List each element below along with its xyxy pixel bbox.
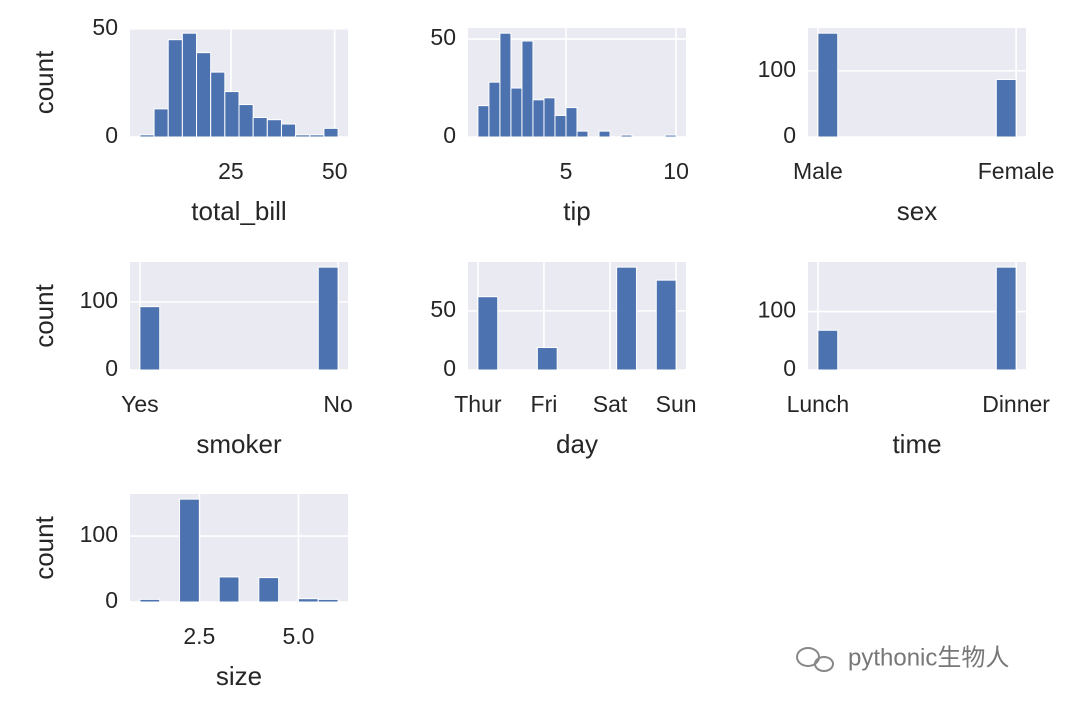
x-tick-label: Yes bbox=[121, 391, 159, 417]
bar bbox=[238, 104, 254, 138]
bar bbox=[317, 598, 339, 603]
bar bbox=[153, 108, 169, 138]
x-tick-label: Female bbox=[978, 158, 1055, 184]
bar bbox=[616, 266, 637, 371]
x-tick-label: Thur bbox=[454, 391, 502, 417]
x-tick-label: 2.5 bbox=[183, 623, 215, 649]
watermark-icon bbox=[796, 647, 834, 672]
bar bbox=[266, 119, 282, 138]
x-tick-label: 10 bbox=[663, 158, 689, 184]
bar bbox=[543, 97, 556, 138]
y-tick-label: 50 bbox=[430, 24, 456, 50]
x-tick-label: 5.0 bbox=[282, 623, 314, 649]
bar bbox=[995, 266, 1017, 371]
plot-area bbox=[808, 28, 1026, 137]
y-tick-label: 0 bbox=[783, 355, 796, 381]
bar bbox=[477, 105, 490, 138]
bar bbox=[510, 87, 523, 138]
bar bbox=[488, 81, 501, 138]
bar bbox=[295, 134, 311, 138]
x-axis-label: tip bbox=[563, 196, 590, 226]
x-tick-label: No bbox=[323, 391, 352, 417]
x-axis-label: total_bill bbox=[191, 196, 286, 226]
bar bbox=[477, 296, 499, 371]
y-tick-label: 0 bbox=[105, 355, 118, 381]
x-tick-label: Dinner bbox=[982, 391, 1050, 417]
bar bbox=[210, 71, 226, 138]
x-tick-label: Fri bbox=[531, 391, 558, 417]
x-axis-label: smoker bbox=[196, 429, 282, 459]
y-tick-label: 100 bbox=[758, 297, 796, 323]
bar bbox=[139, 306, 161, 371]
bar bbox=[620, 134, 633, 138]
y-axis-label: count bbox=[29, 283, 59, 347]
x-axis-label: sex bbox=[897, 196, 937, 226]
y-tick-label: 0 bbox=[443, 122, 456, 148]
bar bbox=[252, 117, 268, 138]
x-tick-label: Sun bbox=[656, 391, 697, 417]
y-tick-label: 0 bbox=[783, 122, 796, 148]
plot-area bbox=[808, 262, 1026, 370]
bar bbox=[995, 78, 1017, 138]
y-tick-label: 50 bbox=[430, 296, 456, 322]
bar bbox=[532, 99, 545, 138]
x-tick-label: 5 bbox=[560, 158, 573, 184]
bar bbox=[655, 279, 677, 371]
bar bbox=[521, 40, 534, 138]
subplot: 0 50 25 50 total_bill count bbox=[29, 14, 348, 226]
x-axis-label: time bbox=[892, 429, 941, 459]
bar bbox=[179, 498, 200, 603]
x-tick-label: Lunch bbox=[787, 391, 850, 417]
x-tick-label: Male bbox=[793, 158, 843, 184]
subplot: 0 50 Thur Fri Sat Sun day bbox=[430, 262, 697, 459]
bar bbox=[817, 329, 839, 371]
bar bbox=[598, 130, 611, 138]
subplot: 0 50 5 10 tip bbox=[430, 24, 688, 226]
bar bbox=[196, 52, 212, 138]
y-tick-label: 0 bbox=[443, 355, 456, 381]
subplot: 0 100 Male Female sex bbox=[758, 28, 1055, 226]
subplot: 0 100 Lunch Dinner time bbox=[758, 262, 1050, 459]
bar bbox=[554, 114, 567, 138]
x-tick-label: 25 bbox=[218, 158, 244, 184]
x-axis-label: day bbox=[556, 429, 598, 459]
x-tick-label: 50 bbox=[322, 158, 348, 184]
y-tick-label: 0 bbox=[105, 587, 118, 613]
bar bbox=[309, 134, 325, 138]
bar bbox=[499, 32, 512, 138]
bar bbox=[576, 130, 589, 138]
plot-area bbox=[130, 262, 348, 370]
y-tick-label: 50 bbox=[92, 14, 118, 40]
bar bbox=[297, 598, 319, 603]
bar bbox=[280, 123, 297, 138]
bar bbox=[323, 127, 339, 138]
y-tick-label: 100 bbox=[80, 287, 118, 313]
y-axis-label: count bbox=[29, 515, 59, 579]
bar bbox=[167, 39, 183, 138]
y-tick-label: 100 bbox=[758, 56, 796, 82]
bar bbox=[218, 576, 240, 603]
plot-area bbox=[468, 262, 686, 370]
bar bbox=[817, 32, 839, 138]
subplot: 0 100 Yes No smoker count bbox=[29, 262, 353, 459]
y-tick-label: 100 bbox=[80, 521, 118, 547]
bar bbox=[181, 32, 198, 138]
bar bbox=[317, 266, 339, 371]
x-tick-label: Sat bbox=[593, 391, 628, 417]
bar bbox=[139, 598, 161, 603]
x-axis-label: size bbox=[216, 661, 262, 691]
bar bbox=[224, 91, 240, 138]
watermark: pythonic生物人 bbox=[848, 644, 1009, 671]
bar bbox=[258, 577, 280, 603]
bar bbox=[565, 107, 578, 138]
bar bbox=[536, 347, 558, 371]
subplot: 0 100 2.5 5.0 size count bbox=[29, 494, 348, 691]
y-tick-label: 0 bbox=[105, 122, 118, 148]
bar bbox=[139, 134, 155, 138]
y-axis-label: count bbox=[29, 50, 59, 114]
bar bbox=[664, 134, 677, 138]
